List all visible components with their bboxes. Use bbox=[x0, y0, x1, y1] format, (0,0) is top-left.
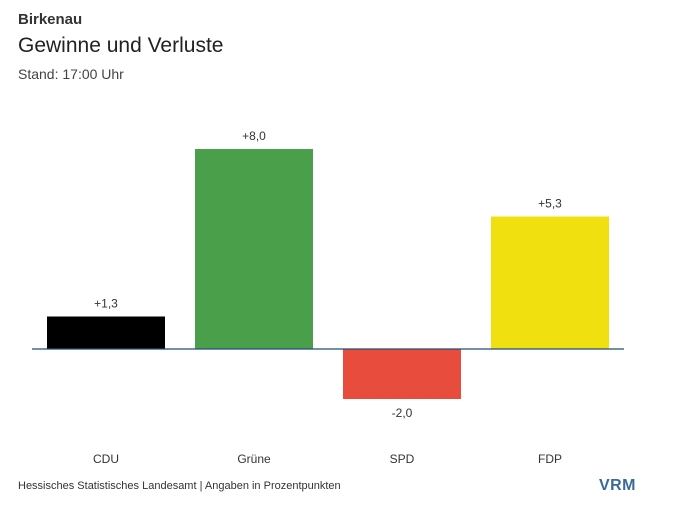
data-label-grune: +8,0 bbox=[242, 129, 266, 143]
bar-fdp bbox=[491, 216, 609, 349]
chart-title: Gewinne und Verluste bbox=[18, 34, 224, 57]
chart-header: Birkenau Gewinne und Verluste Stand: 17:… bbox=[18, 10, 223, 84]
chart-kicker: Birkenau bbox=[18, 11, 83, 28]
data-label-fdp: +5,3 bbox=[538, 197, 562, 211]
bar-cdu bbox=[47, 316, 165, 349]
data-label-cdu: +1,3 bbox=[94, 297, 118, 311]
vrm-logo: VRM bbox=[598, 477, 636, 494]
source-note: Hessisches Statistisches Landesamt | Ang… bbox=[18, 480, 341, 492]
data-label-spd: -2,0 bbox=[392, 406, 413, 420]
chart-subtitle: Stand: 17:00 Uhr bbox=[18, 66, 124, 82]
x-tick-label-spd: SPD bbox=[390, 452, 415, 466]
x-tick-label-fdp: FDP bbox=[538, 452, 562, 466]
bar-spd bbox=[343, 349, 461, 399]
bar-grune bbox=[195, 149, 313, 349]
x-tick-label-grune: Grüne bbox=[237, 452, 271, 466]
x-tick-label-cdu: CDU bbox=[93, 452, 119, 466]
